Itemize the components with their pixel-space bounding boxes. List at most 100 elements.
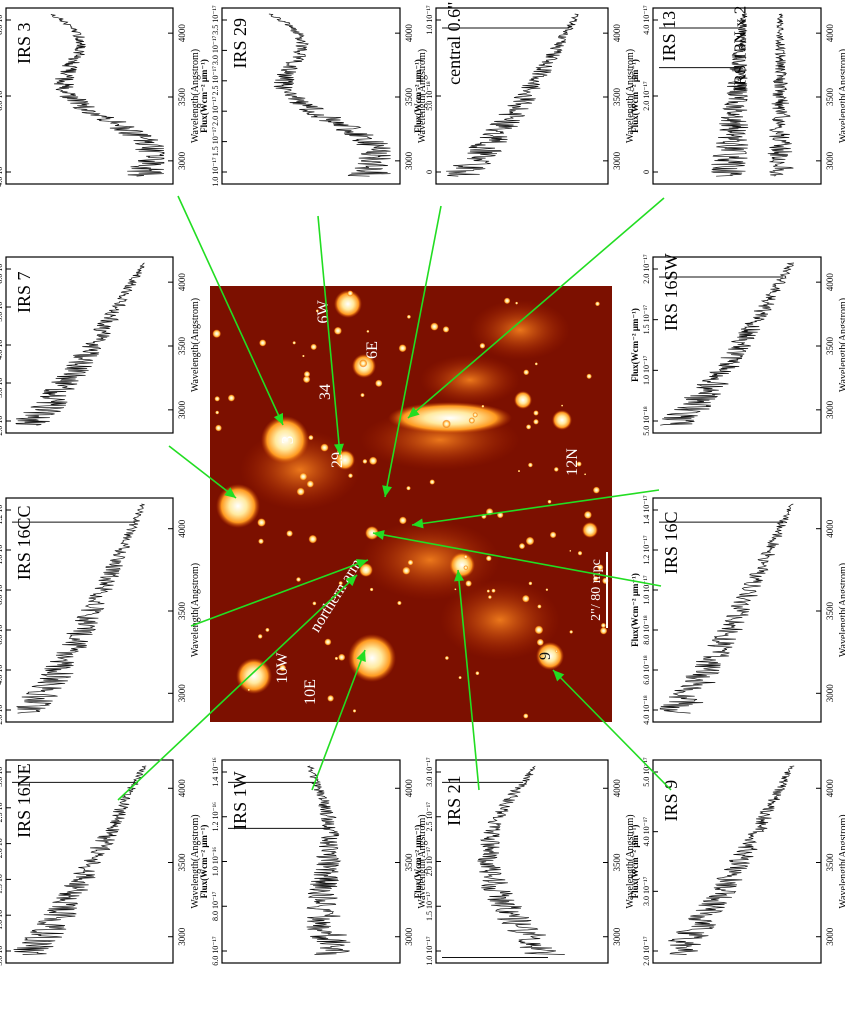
diffuse-glow bbox=[420, 355, 520, 405]
bright-source bbox=[449, 552, 475, 578]
faint-star bbox=[553, 466, 559, 472]
panel-title: IRS 3 bbox=[14, 22, 34, 64]
y-tick-label: 1.5 10⁻¹⁷ bbox=[425, 891, 434, 921]
bright-source bbox=[582, 522, 598, 538]
y-tick-label: 3.0 10⁻¹⁷ bbox=[0, 757, 4, 787]
faint-star bbox=[527, 462, 533, 468]
bright-source bbox=[359, 563, 373, 577]
faint-star bbox=[442, 326, 450, 333]
faint-star bbox=[521, 594, 530, 603]
y-axis-label: Flux(Wcm⁻² μm⁻¹) bbox=[630, 825, 640, 899]
x-tick-label: 4000 bbox=[177, 519, 187, 538]
faint-star bbox=[369, 587, 374, 592]
faint-star bbox=[597, 564, 604, 571]
y-tick-label: 0 bbox=[425, 170, 434, 174]
y-tick-label: 1.5 10⁻¹⁷ bbox=[642, 305, 651, 335]
faint-star bbox=[368, 456, 378, 466]
panel-title: IRS 16C bbox=[661, 512, 681, 575]
faint-star bbox=[463, 554, 468, 560]
faint-star bbox=[402, 566, 411, 575]
spectrum-panel: 3000 3500 4000 Wavelength(Angstrom) 4.0 10⁻¹… bbox=[630, 495, 845, 725]
faint-star bbox=[586, 373, 592, 380]
pointer-arrow bbox=[317, 215, 341, 456]
x-tick-label: 3500 bbox=[177, 337, 187, 356]
y-tick-label: 5.0 10⁻¹⁷ bbox=[642, 757, 651, 787]
y-tick-label: 1.5 10⁻¹⁷ bbox=[0, 864, 4, 894]
faint-star bbox=[257, 633, 263, 639]
x-tick-label: 4000 bbox=[177, 273, 187, 292]
y-axis-label: Flux(Wcm⁻² μm⁻¹) bbox=[630, 59, 640, 133]
y-tick-label: 3.0 10⁻¹⁷ bbox=[425, 757, 434, 787]
bright-source bbox=[261, 416, 309, 464]
y-tick-label: 6.0 10⁻¹⁸ bbox=[642, 655, 651, 685]
x-tick-label: 3500 bbox=[825, 337, 835, 356]
faint-star bbox=[525, 536, 535, 546]
faint-star bbox=[406, 485, 411, 491]
panel-title: IRS 9 bbox=[661, 780, 681, 822]
x-axis-label: Wavelength(Angstrom) bbox=[625, 49, 636, 143]
faint-star bbox=[247, 688, 251, 692]
panel-title: IRS 16SW bbox=[661, 253, 681, 331]
bright-source bbox=[216, 484, 260, 528]
faint-star bbox=[518, 542, 526, 550]
pointer-arrow bbox=[190, 559, 369, 627]
y-tick-label: 2.0 10⁻¹⁶ bbox=[0, 406, 4, 436]
faint-star bbox=[333, 326, 342, 335]
y-tick-label: 1.0 10⁻¹⁷ bbox=[0, 535, 4, 565]
y-tick-label: 1.2 10⁻¹⁷ bbox=[0, 495, 4, 525]
spectrum-trace bbox=[659, 503, 794, 714]
y-tick-label: 5.0 10⁻¹⁸ bbox=[425, 81, 434, 111]
spectrum-trace bbox=[711, 13, 749, 177]
arrow-head bbox=[553, 670, 565, 682]
faint-star bbox=[306, 480, 315, 488]
y-tick-label: 1.0 10⁻¹⁷ bbox=[0, 900, 4, 930]
arrow-head bbox=[273, 412, 283, 425]
y-tick-label: 1.0 10⁻¹⁷ bbox=[425, 936, 434, 966]
arrow-head bbox=[224, 487, 236, 498]
faint-star bbox=[286, 530, 293, 537]
x-tick-label: 3500 bbox=[177, 853, 187, 872]
faint-star bbox=[468, 417, 475, 424]
faint-star bbox=[265, 627, 270, 633]
y-tick-label: 8.0 10⁻¹⁸ bbox=[642, 615, 651, 645]
y-axis-label: Flux(Wcm⁻² μm⁻¹) bbox=[413, 825, 423, 899]
faint-star bbox=[583, 510, 593, 519]
y-tick-label: 1.5 10⁻¹⁷ bbox=[211, 127, 220, 157]
spectrum-trace bbox=[16, 503, 145, 714]
faint-star bbox=[398, 344, 407, 353]
y-tick-label: 6.0 10⁻¹⁸ bbox=[0, 615, 4, 645]
y-tick-label: 2.0 10⁻¹⁷ bbox=[642, 81, 651, 111]
faint-star bbox=[569, 630, 574, 634]
faint-star bbox=[503, 297, 511, 305]
y-tick-label: 2.0 10⁻¹⁷ bbox=[425, 847, 434, 877]
y-tick-label: 4.0 10⁻¹⁸ bbox=[0, 655, 4, 685]
faint-star bbox=[599, 627, 608, 635]
faint-star bbox=[549, 531, 557, 539]
y-tick-label: 8.0 10⁻¹⁷ bbox=[211, 891, 220, 921]
y-tick-label: 2.0 10⁻¹⁷ bbox=[642, 254, 651, 284]
y-tick-label: 6.0 10⁻¹⁷ bbox=[211, 936, 220, 966]
faint-star bbox=[458, 675, 462, 680]
y-tick-label: 1.2 10⁻¹⁶ bbox=[211, 802, 220, 832]
y-tick-label: 1.0 10⁻¹⁷ bbox=[211, 157, 220, 187]
y-tick-label: 4.0 10⁻¹⁷ bbox=[642, 817, 651, 847]
faint-star bbox=[528, 581, 533, 586]
x-tick-label: 3000 bbox=[177, 400, 187, 419]
pointer-arrow bbox=[407, 197, 665, 419]
faint-star bbox=[523, 713, 529, 719]
y-axis-label: Flux(Wcm⁻² μm⁻¹) bbox=[630, 308, 640, 382]
faint-star bbox=[320, 443, 329, 452]
source-label-10e: 10E bbox=[302, 679, 319, 705]
x-tick-label: 3000 bbox=[404, 927, 414, 946]
faint-star bbox=[296, 577, 301, 582]
x-axis-label: Wavelength(Angstrom) bbox=[417, 814, 428, 908]
faint-star bbox=[215, 410, 220, 415]
arrow-head bbox=[345, 575, 357, 587]
x-tick-label: 3000 bbox=[825, 684, 835, 703]
y-axis-label: Flux(Wcm⁻² μm⁻¹) bbox=[199, 59, 209, 133]
panel-title: IRS 7 bbox=[14, 271, 34, 313]
faint-star bbox=[257, 518, 266, 527]
faint-star bbox=[547, 499, 552, 504]
faint-star bbox=[429, 479, 436, 485]
x-tick-label: 3000 bbox=[177, 684, 187, 703]
